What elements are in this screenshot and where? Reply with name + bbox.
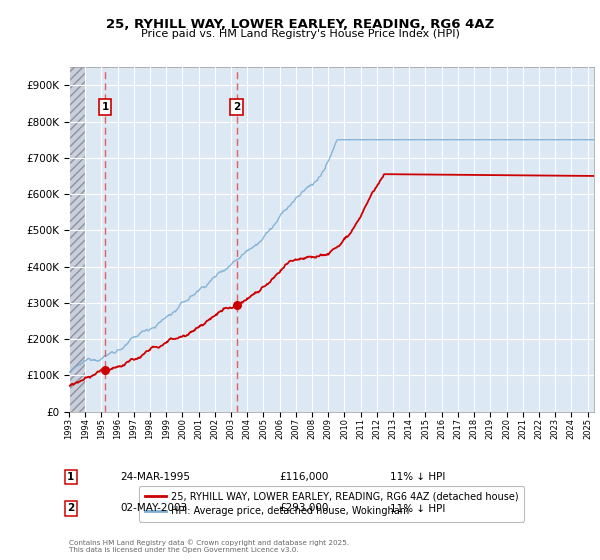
Text: Contains HM Land Registry data © Crown copyright and database right 2025.
This d: Contains HM Land Registry data © Crown c…	[69, 540, 349, 553]
Text: 11% ↓ HPI: 11% ↓ HPI	[390, 503, 445, 514]
Text: £293,000: £293,000	[279, 503, 328, 514]
Text: 2: 2	[233, 102, 240, 112]
Text: 25, RYHILL WAY, LOWER EARLEY, READING, RG6 4AZ: 25, RYHILL WAY, LOWER EARLEY, READING, R…	[106, 18, 494, 31]
Bar	[69, 67, 85, 412]
Text: 2: 2	[67, 503, 74, 514]
Text: 24-MAR-1995: 24-MAR-1995	[120, 472, 190, 482]
Text: £116,000: £116,000	[279, 472, 328, 482]
Text: 1: 1	[101, 102, 109, 112]
Text: 1: 1	[67, 472, 74, 482]
Text: 02-MAY-2003: 02-MAY-2003	[120, 503, 187, 514]
Legend: 25, RYHILL WAY, LOWER EARLEY, READING, RG6 4AZ (detached house), HPI: Average pr: 25, RYHILL WAY, LOWER EARLEY, READING, R…	[139, 486, 524, 522]
Text: 11% ↓ HPI: 11% ↓ HPI	[390, 472, 445, 482]
Text: Price paid vs. HM Land Registry's House Price Index (HPI): Price paid vs. HM Land Registry's House …	[140, 29, 460, 39]
